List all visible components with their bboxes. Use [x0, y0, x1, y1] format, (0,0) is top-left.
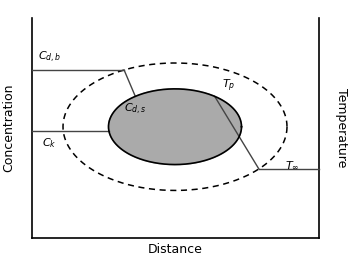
Text: $C_{d,b}$: $C_{d,b}$ — [38, 50, 62, 65]
Text: $C_{d,s}$: $C_{d,s}$ — [124, 102, 147, 117]
Polygon shape — [108, 89, 241, 164]
Text: $C_k$: $C_k$ — [42, 136, 56, 150]
Text: $T_\infty$: $T_\infty$ — [285, 159, 300, 171]
Text: Concentration: Concentration — [2, 84, 15, 172]
Text: Distance: Distance — [148, 243, 202, 256]
Text: $T_p$: $T_p$ — [222, 77, 236, 94]
Text: Temperature: Temperature — [335, 88, 348, 168]
